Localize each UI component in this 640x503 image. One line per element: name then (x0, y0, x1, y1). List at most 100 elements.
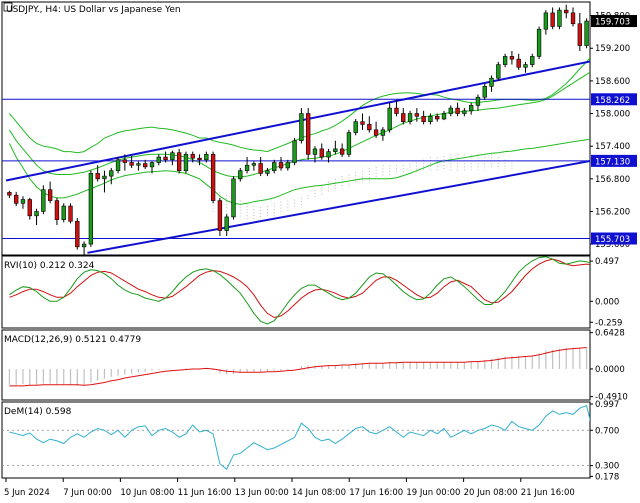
level-label-box (591, 232, 637, 245)
macd-signal-line (9, 347, 587, 387)
time-tick-label: 5 Jun 2024 (4, 488, 50, 498)
candle-body (550, 12, 555, 27)
candle-body (414, 113, 420, 117)
candle-body (20, 199, 26, 204)
price-tick-label: 159.200 (595, 44, 630, 54)
candle-body (435, 115, 440, 120)
bollinger-lower (8, 138, 590, 205)
rvi-tick-label: 0.000 (595, 297, 619, 307)
time-tick-label: 11 Jun 16:00 (178, 488, 232, 498)
candle-body (319, 148, 324, 158)
candle-body (557, 9, 562, 27)
candle-body (448, 107, 453, 114)
candle-body (536, 28, 542, 57)
demarker-panel[interactable] (2, 404, 607, 470)
candle-body (251, 163, 257, 166)
candle-body (278, 162, 284, 169)
candle-body (102, 175, 107, 180)
time-tick-label: 7 Jun 00:00 (63, 488, 112, 498)
macd-tick-label: -0.4910 (595, 393, 628, 403)
candle-body (7, 192, 12, 196)
candle-body (564, 9, 569, 14)
current-price-box (591, 15, 637, 28)
level-label-box (591, 93, 637, 106)
demarker-line (9, 404, 590, 470)
candle-body (81, 243, 87, 248)
candle-body (54, 200, 60, 220)
candle-body (306, 113, 311, 155)
candle-body (421, 115, 426, 122)
channel-line-1[interactable] (87, 155, 620, 254)
price-tick-label: 157.400 (595, 142, 630, 152)
candle-body (339, 148, 345, 155)
macd-tick-label: 0.6428 (595, 329, 625, 339)
candle-body (326, 151, 331, 158)
candle-body (462, 110, 467, 114)
rvi-panel-title: RVI(10) 0.212 0.324 (4, 261, 95, 271)
candle-body (475, 96, 481, 106)
price-tick-label: 156.200 (595, 207, 630, 217)
candle-body (523, 64, 528, 68)
candle-body (197, 157, 202, 161)
demarker-tick-label: 0.997 (595, 400, 619, 410)
candle-body (530, 56, 535, 65)
candle-body (163, 156, 168, 161)
candle-body (68, 205, 73, 222)
candle-body (95, 173, 100, 180)
demarker-tick-label: 0.300 (595, 462, 619, 472)
candle-body (373, 129, 379, 136)
candle-body (190, 154, 195, 159)
candle-body (285, 162, 290, 169)
candle-body (265, 170, 270, 174)
level-label-box (591, 154, 637, 167)
candle-body (496, 64, 501, 79)
level-label: 157.130 (595, 157, 630, 167)
time-tick-label: 14 Jun 08:00 (292, 488, 346, 498)
macd-panel-title: MACD(12,26,9) 0.5121 0.4779 (4, 335, 141, 345)
current-price-label: 159.703 (595, 18, 630, 28)
candle-body (88, 173, 94, 245)
candle-body (176, 152, 182, 171)
macd-panel[interactable] (8, 347, 588, 387)
candle-body (489, 77, 494, 87)
candle-body (238, 170, 243, 180)
candle-body (346, 132, 352, 155)
candle-body (75, 220, 80, 248)
panel-frame-1 (1, 255, 591, 329)
candle-body (61, 205, 66, 220)
candle-body (428, 115, 433, 122)
candle-body (41, 189, 46, 212)
demarker-tick-label: 0.700 (595, 426, 619, 436)
price-tick-label: 158.600 (595, 77, 630, 87)
candle-body (224, 216, 229, 231)
candle-body (292, 140, 297, 163)
candle-body (543, 12, 549, 30)
candle-body (516, 58, 521, 68)
candle-body (217, 200, 223, 231)
candle-body (394, 107, 399, 114)
candle-body (129, 162, 134, 166)
candle-body (387, 107, 392, 131)
candle-body (367, 124, 372, 131)
price-panel[interactable] (2, 2, 640, 255)
candle-body (27, 199, 32, 217)
candle-body (210, 154, 216, 201)
panel-frame-0 (1, 1, 591, 256)
candle-body (482, 86, 487, 98)
time-tick-label: 17 Jun 16:00 (349, 488, 403, 498)
channel-line-0[interactable] (5, 55, 621, 182)
rvi-panel[interactable] (9, 256, 640, 325)
candle-body (577, 23, 582, 46)
macd-tick-label: 0.0000 (595, 365, 625, 375)
price-panel-title: USDJPY., H4: US Dollar vs Japanese Yen (6, 5, 181, 15)
time-tick-label: 19 Jun 00:00 (406, 488, 460, 498)
price-tick-label: 158.000 (595, 110, 630, 120)
bollinger-upper (9, 56, 590, 154)
candle-body (156, 156, 161, 163)
candle-body (360, 121, 365, 125)
candle-body (455, 107, 460, 114)
price-tick-label: 156.800 (595, 175, 630, 185)
candle-body (231, 178, 236, 218)
